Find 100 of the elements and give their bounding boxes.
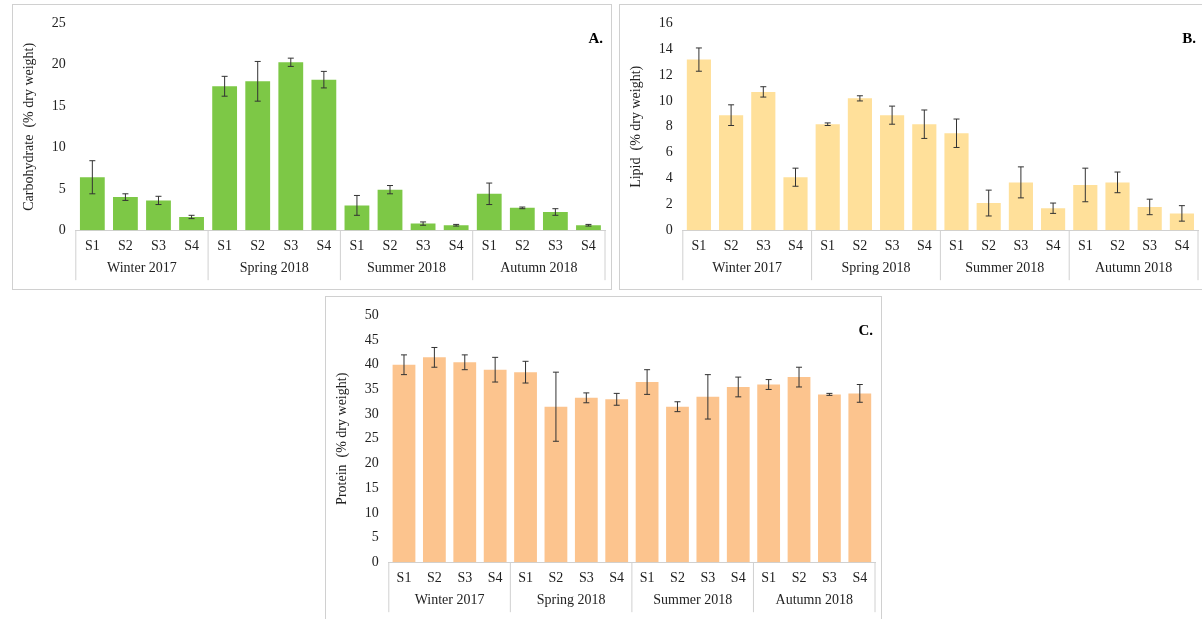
- bar: [912, 124, 937, 231]
- x-tick-label: S2: [548, 570, 564, 586]
- y-tick-label: 35: [364, 381, 379, 397]
- y-tick-label: 0: [371, 553, 379, 569]
- x-tick-label: S1: [217, 238, 233, 254]
- x-tick-label: S2: [118, 238, 133, 254]
- x-tick-label: S1: [949, 238, 964, 254]
- text: B.: [1182, 29, 1197, 46]
- x-tick-label: S4: [788, 238, 803, 254]
- bar: [576, 225, 601, 231]
- x-tick-label: S1: [691, 238, 707, 254]
- bar: [245, 81, 271, 231]
- y-tick-label: 20: [364, 455, 379, 471]
- y-tick-label: 40: [364, 356, 379, 372]
- x-tick-label: S3: [755, 238, 771, 254]
- x-tick-label: S1: [761, 570, 777, 586]
- x-tick-label: S3: [1142, 238, 1158, 254]
- bar: [1137, 206, 1162, 231]
- x-tick-label: S3: [415, 238, 431, 254]
- bar: [453, 362, 477, 563]
- x-tick-label: S4: [916, 238, 932, 254]
- y-tick-label: 0: [58, 221, 66, 237]
- text: Spring 2018: [841, 259, 911, 275]
- text: Winter 2017: [712, 259, 783, 275]
- x-tick-label: S1: [84, 238, 100, 254]
- y-tick-label: 25: [364, 430, 379, 446]
- x-tick-label: S4: [487, 570, 503, 586]
- y-tick-label: 25: [51, 15, 66, 31]
- x-tick-label: S2: [670, 570, 685, 586]
- y-tick-label: 0: [665, 221, 673, 237]
- text: Summer 2018: [367, 259, 447, 275]
- bar: [542, 212, 568, 231]
- y-tick-label: 16: [658, 15, 673, 31]
- y-tick-label: 12: [658, 66, 673, 82]
- bar: [1008, 182, 1033, 231]
- x-tick-label: S3: [700, 570, 716, 586]
- y-tick-label: 15: [51, 97, 66, 113]
- bar: [544, 406, 568, 563]
- bar: [1041, 208, 1066, 231]
- text: Winter 2017: [414, 591, 485, 607]
- text: Autumn 2018: [1094, 259, 1173, 275]
- x-tick-label: S1: [639, 570, 655, 586]
- x-tick-label: S1: [396, 570, 412, 586]
- x-tick-label: S3: [547, 238, 563, 254]
- y-tick-label: 10: [51, 139, 66, 155]
- x-tick-label: S2: [426, 570, 442, 586]
- bar: [751, 91, 776, 231]
- x-tick-label: S1: [820, 238, 836, 254]
- y-tick-label: 8: [665, 118, 673, 134]
- bar: [783, 177, 808, 231]
- x-tick-label: S2: [1110, 238, 1125, 254]
- x-tick-label: S1: [349, 238, 365, 254]
- x-tick-label: S4: [1045, 238, 1061, 254]
- bar: [483, 369, 507, 563]
- y-tick-label: 20: [51, 56, 66, 72]
- bar: [686, 59, 711, 231]
- bar: [212, 86, 238, 231]
- x-tick-label: S4: [316, 238, 332, 254]
- bar: [311, 79, 337, 231]
- text: Autumn 2018: [775, 591, 853, 607]
- text: Winter 2017: [107, 259, 177, 275]
- bar: [574, 397, 598, 563]
- y-tick-label: 10: [364, 504, 379, 520]
- bar: [880, 115, 905, 231]
- bar: [146, 200, 171, 231]
- bar: [1105, 182, 1130, 231]
- x-tick-label: S1: [518, 570, 533, 586]
- bar: [113, 197, 138, 231]
- bar: [422, 357, 446, 563]
- bar: [635, 382, 659, 563]
- y-axis-title: Carbohydrate (% dry weight): [21, 42, 38, 211]
- bar: [476, 193, 502, 231]
- y-tick-label: 15: [364, 479, 379, 495]
- y-axis-title: Lipid (% dry weight): [628, 65, 645, 188]
- y-tick-label: 14: [658, 40, 673, 56]
- x-tick-label: S3: [884, 238, 900, 254]
- bar: [509, 207, 535, 231]
- x-tick-label: S2: [723, 238, 739, 254]
- bar: [696, 396, 720, 563]
- bar: [719, 115, 744, 231]
- x-tick-label: S2: [514, 238, 530, 254]
- x-tick-label: S2: [981, 238, 997, 254]
- bar: [344, 205, 370, 231]
- y-tick-label: 10: [658, 92, 673, 108]
- bar: [179, 216, 204, 231]
- y-tick-label: 4: [665, 170, 673, 186]
- text: Summer 2018: [653, 591, 733, 607]
- bar: [1073, 184, 1098, 231]
- x-tick-label: S4: [1174, 238, 1190, 254]
- y-axis-title: Protein (% dry weight): [334, 372, 351, 505]
- bar: [815, 124, 840, 231]
- x-tick-label: S2: [852, 238, 868, 254]
- x-tick-label: S4: [184, 238, 199, 254]
- y-tick-label: 5: [58, 180, 66, 196]
- text: Summer 2018: [965, 259, 1045, 275]
- x-tick-label: S4: [852, 570, 868, 586]
- y-tick-label: 2: [665, 196, 673, 212]
- y-tick-label: 50: [364, 307, 379, 323]
- x-tick-label: S3: [578, 570, 594, 586]
- bar: [514, 372, 537, 563]
